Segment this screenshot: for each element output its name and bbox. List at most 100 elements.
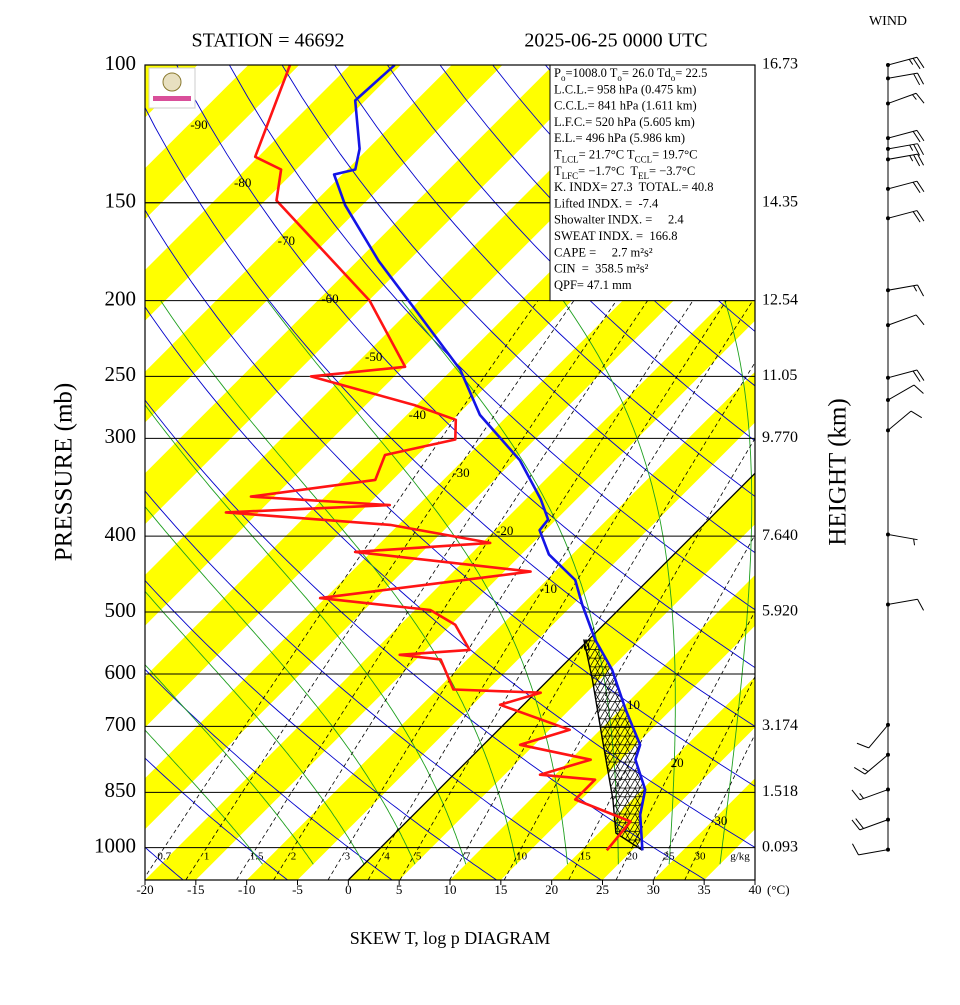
isotherm-label: 20 bbox=[671, 755, 684, 770]
info-line: QPF= 47.1 mm bbox=[554, 278, 632, 292]
mixing-ratio-label: 5 bbox=[416, 851, 422, 863]
info-text: P bbox=[554, 66, 561, 80]
info-text: CAPE = 2.7 m²s² bbox=[554, 245, 653, 259]
y2-axis-title: HEIGHT (km) bbox=[825, 398, 852, 545]
y-tick-label: 100 bbox=[105, 51, 137, 75]
info-text: = −1.7°C T bbox=[578, 164, 638, 178]
y-tick-label: 400 bbox=[105, 522, 137, 546]
mixing-ratio-label: 1 bbox=[204, 851, 210, 863]
x-tick-label: 0 bbox=[345, 882, 352, 897]
mixing-ratio-line bbox=[685, 301, 960, 880]
wind-barb bbox=[854, 755, 888, 774]
y-tick-label: 150 bbox=[105, 189, 137, 213]
wind-barb bbox=[888, 154, 924, 166]
moist-adiabat bbox=[267, 301, 567, 865]
mixing-ratio-label: 15 bbox=[580, 851, 592, 863]
moist-adiabat bbox=[771, 301, 855, 865]
isotherm-label: 0 bbox=[583, 639, 590, 654]
isotherm-label: -10 bbox=[540, 581, 557, 596]
info-text: = −3.7°C bbox=[649, 164, 695, 178]
info-line: C.C.L.= 841 hPa (1.611 km) bbox=[554, 98, 697, 112]
info-text: QPF= 47.1 mm bbox=[554, 278, 632, 292]
y-axis-title: PRESSURE (mb) bbox=[51, 383, 78, 562]
wind-barb bbox=[888, 411, 922, 430]
mixing-ratio-label: 7 bbox=[465, 851, 471, 863]
mixing-ratio-line bbox=[654, 301, 960, 880]
wind-barb bbox=[852, 790, 888, 800]
mixing-ratio-label: 0.7 bbox=[157, 851, 171, 863]
x-tick-label: 40 bbox=[749, 882, 762, 897]
isotherm-band bbox=[755, 65, 960, 880]
info-text: = 19.7°C bbox=[652, 147, 697, 161]
station-title: STATION = 46692 bbox=[191, 30, 344, 52]
x-tick-label: 10 bbox=[444, 882, 457, 897]
wind-barb bbox=[888, 285, 924, 296]
isotherm-label: 10 bbox=[627, 697, 640, 712]
wind-barb bbox=[888, 73, 924, 85]
y2-tick-label: 0.093 bbox=[762, 838, 798, 855]
wind-barb bbox=[888, 144, 924, 156]
info-text: C.C.L.= 841 hPa (1.611 km) bbox=[554, 98, 697, 112]
mixing-ratio-label: 2 bbox=[291, 851, 297, 863]
info-text: SWEAT INDX. = 166.8 bbox=[554, 229, 677, 243]
y-tick-label: 1000 bbox=[94, 833, 136, 857]
mixing-ratio-unit: g/kg bbox=[730, 851, 750, 863]
isotherm-band bbox=[0, 65, 96, 880]
mixing-ratio-label: 1.5 bbox=[250, 851, 264, 863]
info-line: Showalter INDX. = 2.4 bbox=[554, 213, 684, 227]
isotherm-label: -60 bbox=[321, 291, 338, 306]
isotherm-label: -40 bbox=[409, 407, 426, 422]
info-line: K. INDX= 27.3 TOTAL.= 40.8 bbox=[554, 180, 714, 194]
y2-tick-label: 14.35 bbox=[762, 193, 798, 210]
info-text: = 21.7°C T bbox=[579, 147, 635, 161]
x-tick-label: 20 bbox=[545, 882, 558, 897]
mixing-ratio-label: 30 bbox=[695, 851, 707, 863]
wind-title: WIND bbox=[869, 14, 907, 29]
time-title: 2025-06-25 0000 UTC bbox=[524, 30, 707, 52]
info-text: K. INDX= 27.3 TOTAL.= 40.8 bbox=[554, 180, 714, 194]
info-line: E.L.= 496 hPa (5.986 km) bbox=[554, 131, 685, 145]
info-text: L.F.C.= 520 hPa (5.605 km) bbox=[554, 115, 695, 129]
x-tick-label: 30 bbox=[647, 882, 660, 897]
wind-barb bbox=[852, 819, 888, 830]
wind-barb bbox=[852, 844, 888, 855]
info-text: L.C.L.= 958 hPa (0.475 km) bbox=[554, 82, 696, 96]
y-tick-label: 600 bbox=[105, 660, 137, 684]
info-line: CAPE = 2.7 m²s² bbox=[554, 245, 653, 259]
x-tick-label: -10 bbox=[238, 882, 255, 897]
wind-barb bbox=[888, 370, 924, 382]
info-text: Showalter INDX. = 2.4 bbox=[554, 213, 684, 227]
info-subscript: LCL bbox=[562, 155, 579, 165]
y2-tick-label: 12.54 bbox=[762, 291, 798, 308]
y-tick-label: 300 bbox=[105, 424, 137, 448]
x-tick-label: 25 bbox=[596, 882, 609, 897]
wind-barb bbox=[888, 534, 918, 545]
dry-adiabat bbox=[861, 65, 960, 880]
y2-tick-label: 1.518 bbox=[762, 783, 798, 800]
x-tick-label: -5 bbox=[292, 882, 303, 897]
info-line: SWEAT INDX. = 166.8 bbox=[554, 229, 677, 243]
y2-tick-label: 7.640 bbox=[762, 527, 798, 544]
isotherm-label: -30 bbox=[452, 465, 469, 480]
y-tick-label: 200 bbox=[105, 286, 137, 310]
info-line: L.F.C.= 520 hPa (5.605 km) bbox=[554, 115, 695, 129]
info-line: CIN = 358.5 m²s² bbox=[554, 261, 649, 275]
logo-emblem bbox=[163, 73, 181, 91]
y2-tick-label: 3.174 bbox=[762, 717, 798, 734]
info-line: L.C.L.= 958 hPa (0.475 km) bbox=[554, 82, 696, 96]
wind-barb bbox=[888, 181, 924, 193]
isotherm-label: -90 bbox=[190, 117, 207, 132]
y-tick-label: 250 bbox=[105, 362, 137, 386]
wind-barb bbox=[888, 385, 923, 400]
mixing-ratio-label: 20 bbox=[627, 851, 639, 863]
wind-barb bbox=[888, 57, 924, 69]
wind-barb bbox=[888, 130, 924, 142]
chart-title: SKEW T, log p DIAGRAM bbox=[350, 928, 551, 948]
wind-barb bbox=[857, 725, 888, 748]
mixing-ratio-label: 4 bbox=[384, 851, 390, 863]
x-tick-label: 15 bbox=[494, 882, 507, 897]
wind-barb bbox=[888, 93, 924, 103]
isotherm-label: -70 bbox=[278, 233, 295, 248]
dry-adiabat bbox=[756, 65, 960, 880]
